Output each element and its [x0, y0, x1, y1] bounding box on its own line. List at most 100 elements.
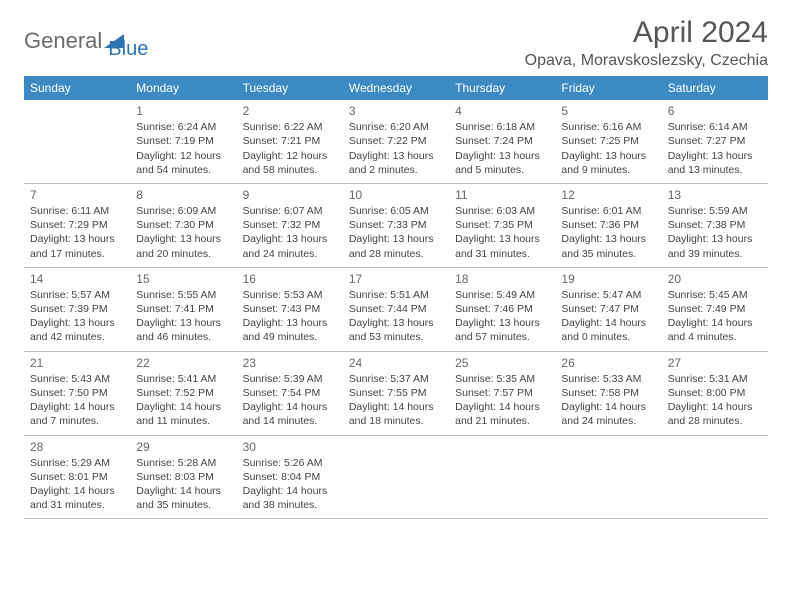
calendar-day-cell: 15Sunrise: 5:55 AMSunset: 7:41 PMDayligh…: [130, 267, 236, 351]
sunset-line: Sunset: 8:04 PM: [243, 470, 337, 484]
daylight-line: Daylight: 13 hours and 2 minutes.: [349, 149, 443, 177]
weekday-header: Thursday: [449, 76, 555, 100]
sunrise-line: Sunrise: 6:22 AM: [243, 120, 337, 134]
sunset-line: Sunset: 7:33 PM: [349, 218, 443, 232]
sunrise-line: Sunrise: 6:03 AM: [455, 204, 549, 218]
daylight-line: Daylight: 14 hours and 7 minutes.: [30, 400, 124, 428]
sunset-line: Sunset: 7:32 PM: [243, 218, 337, 232]
calendar-day-cell: 11Sunrise: 6:03 AMSunset: 7:35 PMDayligh…: [449, 183, 555, 267]
sunrise-line: Sunrise: 5:57 AM: [30, 288, 124, 302]
calendar-day-cell: 4Sunrise: 6:18 AMSunset: 7:24 PMDaylight…: [449, 100, 555, 183]
calendar-day-cell: 28Sunrise: 5:29 AMSunset: 8:01 PMDayligh…: [24, 435, 130, 519]
logo-text-blue: Blue: [108, 38, 148, 61]
daylight-line: Daylight: 14 hours and 14 minutes.: [243, 400, 337, 428]
daylight-line: Daylight: 13 hours and 57 minutes.: [455, 316, 549, 344]
sunset-line: Sunset: 7:39 PM: [30, 302, 124, 316]
day-number: 19: [561, 271, 655, 287]
daylight-line: Daylight: 14 hours and 4 minutes.: [668, 316, 762, 344]
calendar-day-cell: 21Sunrise: 5:43 AMSunset: 7:50 PMDayligh…: [24, 351, 130, 435]
daylight-line: Daylight: 13 hours and 39 minutes.: [668, 232, 762, 260]
day-number: 14: [30, 271, 124, 287]
sunrise-line: Sunrise: 6:09 AM: [136, 204, 230, 218]
calendar-week-row: 14Sunrise: 5:57 AMSunset: 7:39 PMDayligh…: [24, 267, 768, 351]
day-number: 25: [455, 355, 549, 371]
day-number: 18: [455, 271, 549, 287]
weekday-header: Monday: [130, 76, 236, 100]
day-number: 21: [30, 355, 124, 371]
sunset-line: Sunset: 8:00 PM: [668, 386, 762, 400]
logo-text-general: General: [24, 28, 102, 54]
day-number: 16: [243, 271, 337, 287]
calendar-day-cell: 17Sunrise: 5:51 AMSunset: 7:44 PMDayligh…: [343, 267, 449, 351]
calendar-day-cell: 2Sunrise: 6:22 AMSunset: 7:21 PMDaylight…: [237, 100, 343, 183]
sunset-line: Sunset: 8:03 PM: [136, 470, 230, 484]
daylight-line: Daylight: 13 hours and 31 minutes.: [455, 232, 549, 260]
day-number: 29: [136, 439, 230, 455]
daylight-line: Daylight: 14 hours and 21 minutes.: [455, 400, 549, 428]
sunrise-line: Sunrise: 5:47 AM: [561, 288, 655, 302]
sunset-line: Sunset: 7:55 PM: [349, 386, 443, 400]
daylight-line: Daylight: 13 hours and 49 minutes.: [243, 316, 337, 344]
day-number: 10: [349, 187, 443, 203]
daylight-line: Daylight: 13 hours and 17 minutes.: [30, 232, 124, 260]
daylight-line: Daylight: 13 hours and 13 minutes.: [668, 149, 762, 177]
day-number: 15: [136, 271, 230, 287]
sunrise-line: Sunrise: 6:05 AM: [349, 204, 443, 218]
calendar-day-cell: 19Sunrise: 5:47 AMSunset: 7:47 PMDayligh…: [555, 267, 661, 351]
daylight-line: Daylight: 14 hours and 11 minutes.: [136, 400, 230, 428]
sunrise-line: Sunrise: 5:29 AM: [30, 456, 124, 470]
day-number: 24: [349, 355, 443, 371]
sunrise-line: Sunrise: 5:43 AM: [30, 372, 124, 386]
sunset-line: Sunset: 7:35 PM: [455, 218, 549, 232]
calendar-day-cell: 6Sunrise: 6:14 AMSunset: 7:27 PMDaylight…: [662, 100, 768, 183]
sunset-line: Sunset: 7:54 PM: [243, 386, 337, 400]
sunrise-line: Sunrise: 6:07 AM: [243, 204, 337, 218]
sunset-line: Sunset: 7:29 PM: [30, 218, 124, 232]
daylight-line: Daylight: 13 hours and 28 minutes.: [349, 232, 443, 260]
calendar-day-cell: 22Sunrise: 5:41 AMSunset: 7:52 PMDayligh…: [130, 351, 236, 435]
daylight-line: Daylight: 14 hours and 24 minutes.: [561, 400, 655, 428]
sunrise-line: Sunrise: 6:01 AM: [561, 204, 655, 218]
day-number: 20: [668, 271, 762, 287]
calendar-day-cell: 14Sunrise: 5:57 AMSunset: 7:39 PMDayligh…: [24, 267, 130, 351]
weekday-header: Tuesday: [237, 76, 343, 100]
weekday-header: Wednesday: [343, 76, 449, 100]
calendar-table: SundayMondayTuesdayWednesdayThursdayFrid…: [24, 76, 768, 519]
day-number: 11: [455, 187, 549, 203]
weekday-header-row: SundayMondayTuesdayWednesdayThursdayFrid…: [24, 76, 768, 100]
daylight-line: Daylight: 12 hours and 58 minutes.: [243, 149, 337, 177]
header: General Blue April 2024 Opava, Moravskos…: [24, 16, 768, 70]
logo: General Blue: [24, 16, 148, 61]
sunset-line: Sunset: 7:44 PM: [349, 302, 443, 316]
calendar-day-cell: 25Sunrise: 5:35 AMSunset: 7:57 PMDayligh…: [449, 351, 555, 435]
day-number: 22: [136, 355, 230, 371]
day-number: 5: [561, 103, 655, 119]
calendar-day-cell: 16Sunrise: 5:53 AMSunset: 7:43 PMDayligh…: [237, 267, 343, 351]
sunrise-line: Sunrise: 6:16 AM: [561, 120, 655, 134]
daylight-line: Daylight: 14 hours and 35 minutes.: [136, 484, 230, 512]
daylight-line: Daylight: 13 hours and 20 minutes.: [136, 232, 230, 260]
calendar-body: 1Sunrise: 6:24 AMSunset: 7:19 PMDaylight…: [24, 100, 768, 519]
sunrise-line: Sunrise: 5:39 AM: [243, 372, 337, 386]
daylight-line: Daylight: 13 hours and 42 minutes.: [30, 316, 124, 344]
calendar-day-cell: 12Sunrise: 6:01 AMSunset: 7:36 PMDayligh…: [555, 183, 661, 267]
sunrise-line: Sunrise: 6:24 AM: [136, 120, 230, 134]
daylight-line: Daylight: 14 hours and 38 minutes.: [243, 484, 337, 512]
sunset-line: Sunset: 7:50 PM: [30, 386, 124, 400]
daylight-line: Daylight: 14 hours and 18 minutes.: [349, 400, 443, 428]
sunrise-line: Sunrise: 5:33 AM: [561, 372, 655, 386]
day-number: 1: [136, 103, 230, 119]
title-block: April 2024 Opava, Moravskoslezsky, Czech…: [525, 16, 768, 70]
daylight-line: Daylight: 13 hours and 35 minutes.: [561, 232, 655, 260]
calendar-day-cell: 10Sunrise: 6:05 AMSunset: 7:33 PMDayligh…: [343, 183, 449, 267]
day-number: 26: [561, 355, 655, 371]
day-number: 28: [30, 439, 124, 455]
sunset-line: Sunset: 7:27 PM: [668, 134, 762, 148]
calendar-week-row: 28Sunrise: 5:29 AMSunset: 8:01 PM Dayligh…: [24, 435, 768, 519]
sunset-line: Sunset: 7:30 PM: [136, 218, 230, 232]
daylight-line: Daylight: 13 hours and 9 minutes.: [561, 149, 655, 177]
daylight-line: Daylight: 14 hours and 0 minutes.: [561, 316, 655, 344]
sunset-line: Sunset: 8:01 PM: [30, 470, 124, 484]
calendar-day-cell: 23Sunrise: 5:39 AMSunset: 7:54 PMDayligh…: [237, 351, 343, 435]
daylight-line: Daylight: 12 hours and 54 minutes.: [136, 149, 230, 177]
